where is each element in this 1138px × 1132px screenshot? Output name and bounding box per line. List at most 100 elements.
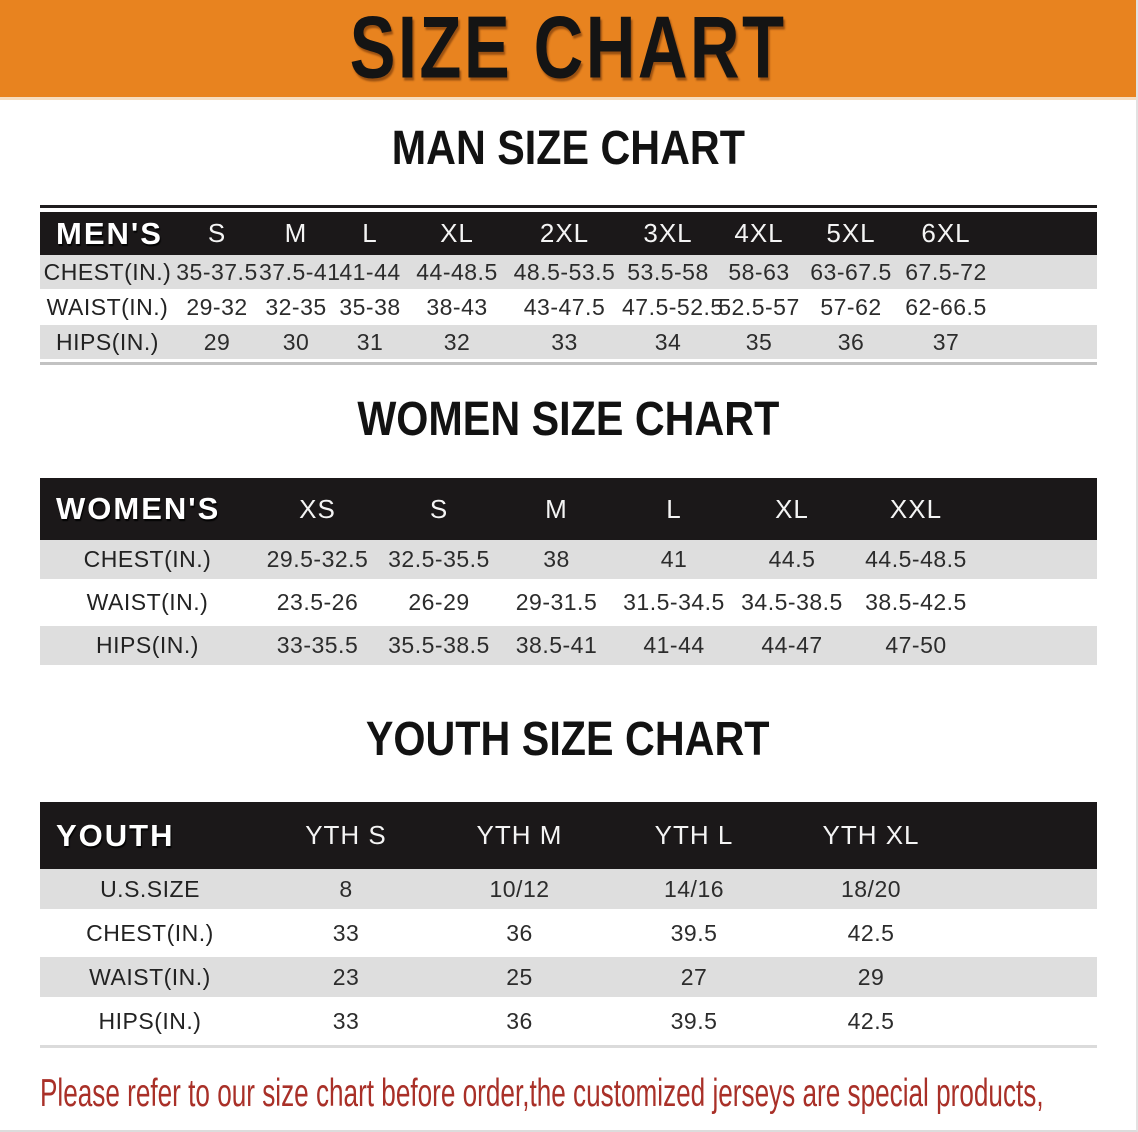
- value-cell: 37.5-41: [259, 258, 341, 285]
- mens-section-heading: MAN SIZE CHART: [0, 124, 1136, 185]
- value-cell: 29-31.5: [515, 589, 598, 615]
- value-cell: 47-50: [885, 632, 947, 658]
- value-cell: 33: [551, 328, 578, 355]
- value-cell: 32: [443, 328, 471, 355]
- row-label: U.S.SIZE: [100, 875, 200, 902]
- value-cell: 42.5: [847, 1007, 895, 1034]
- youth-table-header: YOUTH YTH S YTH M YTH L YTH XL: [40, 802, 1097, 869]
- mens-size-col-5xl: 5XL: [826, 218, 876, 248]
- value-cell: 29: [857, 963, 885, 990]
- mens-table-topline: [40, 205, 1097, 208]
- value-cell: 35: [745, 328, 773, 355]
- value-cell: 48.5-53.5: [513, 258, 616, 285]
- value-cell: 39.5: [670, 1007, 718, 1034]
- value-cell: 63-67.5: [810, 258, 892, 285]
- value-cell: 23.5-26: [276, 589, 359, 615]
- value-cell: 39.5: [670, 919, 718, 946]
- value-cell: 18/20: [840, 875, 902, 902]
- row-label: CHEST(IN.): [83, 546, 212, 572]
- value-cell: 36: [506, 1007, 533, 1034]
- mens-size-col-l: L: [362, 218, 378, 248]
- value-cell: 36: [506, 919, 533, 946]
- value-cell: 43-47.5: [523, 293, 606, 320]
- value-cell: 35-37.5: [176, 258, 258, 285]
- value-cell: 41-44: [339, 258, 401, 285]
- value-cell: 38.5-42.5: [865, 589, 967, 615]
- mens-waist-row: WAIST(IN.) 29-32 32-35 35-38 38-43 43-47…: [40, 290, 1097, 324]
- value-cell: 38: [543, 546, 570, 572]
- youth-size-table: YOUTH YTH S YTH M YTH L YTH XL U.S.SIZE …: [40, 802, 1097, 1048]
- mens-size-col-6xl: 6XL: [921, 218, 971, 248]
- mens-size-col-s: S: [207, 218, 227, 248]
- value-cell: 44.5-48.5: [865, 546, 967, 572]
- womens-size-col-s: S: [429, 493, 449, 524]
- disclaimer-line-2: we don't accept cancel, change, teturn o…: [40, 1125, 1136, 1130]
- youth-size-col-m: YTH M: [476, 820, 563, 850]
- value-cell: 29: [203, 328, 231, 355]
- mens-size-col-xl: XL: [440, 218, 474, 248]
- mens-size-table: MEN'S S M L XL 2XL 3XL 4XL 5XL 6XL CHEST…: [40, 205, 1097, 365]
- value-cell: 42.5: [847, 919, 895, 946]
- value-cell: 38-43: [426, 293, 488, 320]
- value-cell: 36: [837, 328, 865, 355]
- value-cell: 53.5-58: [627, 258, 709, 285]
- womens-size-col-m: M: [545, 493, 568, 524]
- womens-table-header: WOMEN'S XS S M L XL XXL: [40, 478, 1097, 540]
- row-label: HIPS(IN.): [98, 1007, 202, 1034]
- youth-section-heading: YOUTH SIZE CHART: [0, 715, 1136, 776]
- value-cell: 33: [332, 1007, 360, 1034]
- value-cell: 44-47: [761, 632, 823, 658]
- title-banner: SIZE CHART: [0, 0, 1136, 100]
- value-cell: 30: [282, 328, 310, 355]
- row-label: CHEST(IN.): [43, 258, 172, 285]
- womens-heading-text: WOMEN SIZE CHART: [357, 393, 779, 446]
- mens-chest-row: CHEST(IN.) 35-37.5 37.5-41 41-44 44-48.5…: [40, 255, 1097, 289]
- value-cell: 41-44: [643, 632, 705, 658]
- mens-table-title: MEN'S: [56, 215, 163, 251]
- womens-chest-row: CHEST(IN.) 29.5-32.5 32.5-35.5 38 41 44.…: [40, 540, 1097, 579]
- row-label: HIPS(IN.): [96, 632, 199, 658]
- value-cell: 32-35: [265, 293, 327, 320]
- value-cell: 38.5-41: [515, 632, 598, 658]
- value-cell: 44-48.5: [416, 258, 498, 285]
- youth-ussize-row: U.S.SIZE 8 10/12 14/16 18/20: [40, 869, 1097, 909]
- row-label: HIPS(IN.): [56, 328, 159, 355]
- value-cell: 23: [332, 963, 360, 990]
- value-cell: 29-32: [186, 293, 248, 320]
- youth-size-col-s: YTH S: [305, 820, 387, 850]
- value-cell: 27: [680, 963, 708, 990]
- row-label: CHEST(IN.): [86, 919, 214, 946]
- mens-heading-text: MAN SIZE CHART: [391, 122, 745, 175]
- value-cell: 44.5: [768, 546, 816, 572]
- value-cell: 31: [356, 328, 384, 355]
- womens-size-col-xs: XS: [299, 493, 336, 524]
- value-cell: 34.5-38.5: [741, 589, 843, 615]
- value-cell: 57-62: [820, 293, 882, 320]
- value-cell: 58-63: [728, 258, 790, 285]
- value-cell: 31.5-34.5: [623, 589, 725, 615]
- womens-size-col-xxl: XXL: [889, 493, 943, 524]
- mens-table-header: MEN'S S M L XL 2XL 3XL 4XL 5XL 6XL: [40, 212, 1097, 255]
- womens-waist-row: WAIST(IN.) 23.5-26 26-29 29-31.5 31.5-34…: [40, 583, 1097, 622]
- youth-table-footline: [40, 1045, 1097, 1048]
- mens-size-col-2xl: 2XL: [539, 218, 590, 248]
- mens-size-col-3xl: 3XL: [643, 218, 693, 248]
- value-cell: 37: [932, 328, 960, 355]
- value-cell: 52.5-57: [718, 293, 800, 320]
- value-cell: 33: [332, 919, 360, 946]
- value-cell: 25: [506, 963, 533, 990]
- value-cell: 14/16: [663, 875, 725, 902]
- mens-size-col-m: M: [284, 218, 308, 248]
- youth-heading-text: YOUTH SIZE CHART: [366, 713, 770, 766]
- value-cell: 67.5-72: [905, 258, 987, 285]
- value-cell: 35-38: [339, 293, 401, 320]
- youth-hips-row: HIPS(IN.) 33 36 39.5 42.5: [40, 1001, 1097, 1041]
- womens-size-col-xl: XL: [775, 493, 809, 524]
- womens-table-title: WOMEN'S: [56, 491, 221, 526]
- youth-table-title: YOUTH: [56, 817, 175, 853]
- row-label: WAIST(IN.): [46, 293, 169, 320]
- value-cell: 8: [339, 875, 353, 902]
- youth-chest-row: CHEST(IN.) 33 36 39.5 42.5: [40, 913, 1097, 953]
- value-cell: 35.5-38.5: [388, 632, 490, 658]
